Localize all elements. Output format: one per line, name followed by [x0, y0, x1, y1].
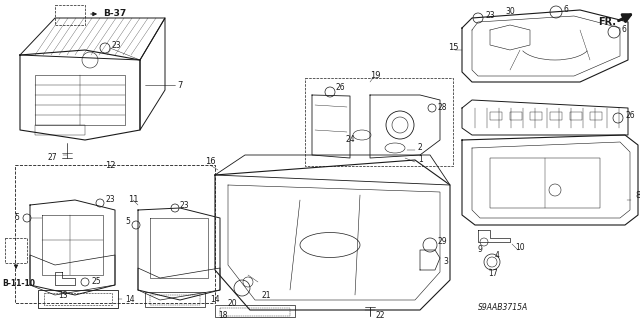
Text: 17: 17 [488, 269, 498, 278]
Text: B-37: B-37 [103, 10, 126, 19]
Bar [38, 290, 118, 308]
Text: 10: 10 [515, 243, 525, 253]
Text: 29: 29 [438, 238, 447, 247]
Text: 23: 23 [112, 41, 122, 49]
Text: 13: 13 [58, 291, 68, 300]
Bar [220, 308, 290, 316]
Text: 11: 11 [128, 196, 138, 204]
Bar [530, 112, 542, 120]
Bar [150, 295, 200, 305]
Text: FR.: FR. [598, 17, 616, 27]
Bar [15, 165, 215, 303]
Bar [5, 238, 27, 263]
Text: 8: 8 [635, 190, 640, 199]
Text: 6: 6 [564, 5, 569, 14]
Text: 3: 3 [443, 257, 448, 266]
Text: 5: 5 [14, 213, 19, 222]
Text: 16: 16 [205, 158, 216, 167]
Text: 15: 15 [448, 43, 458, 53]
Bar [550, 112, 562, 120]
Text: 14: 14 [125, 294, 134, 303]
Text: 7: 7 [177, 80, 182, 90]
Text: 26: 26 [335, 84, 344, 93]
Bar [590, 112, 602, 120]
Bar [305, 78, 453, 166]
Text: 5: 5 [125, 218, 130, 226]
Text: 28: 28 [438, 102, 447, 112]
Bar [55, 5, 85, 25]
Bar [44, 293, 112, 305]
Text: 2: 2 [418, 144, 423, 152]
Text: 20: 20 [228, 299, 237, 308]
Bar [35, 125, 85, 135]
Text: 12: 12 [105, 160, 115, 169]
Text: S9AAB3715A: S9AAB3715A [478, 303, 528, 313]
Bar [35, 75, 125, 125]
Text: 14: 14 [210, 294, 220, 303]
Text: 18: 18 [218, 311, 227, 319]
Text: 4: 4 [495, 250, 500, 259]
Text: 9: 9 [478, 246, 483, 255]
Text: 21: 21 [262, 291, 271, 300]
Text: 22: 22 [375, 311, 385, 319]
Text: 6: 6 [621, 26, 626, 34]
Bar [215, 305, 295, 317]
Text: 25: 25 [91, 278, 100, 286]
Text: B-11-10: B-11-10 [2, 278, 35, 287]
Bar [145, 292, 205, 307]
Bar [510, 112, 522, 120]
Text: 23: 23 [105, 196, 115, 204]
Bar [490, 112, 502, 120]
Text: 30: 30 [505, 8, 515, 17]
Bar [570, 112, 582, 120]
Text: 23: 23 [180, 202, 189, 211]
Text: 24: 24 [345, 136, 355, 145]
Text: 26: 26 [625, 110, 635, 120]
Text: 19: 19 [370, 70, 381, 79]
Bar [490, 158, 600, 208]
Text: 27: 27 [48, 153, 58, 162]
Text: 1: 1 [418, 155, 423, 165]
Text: 23: 23 [485, 11, 495, 20]
